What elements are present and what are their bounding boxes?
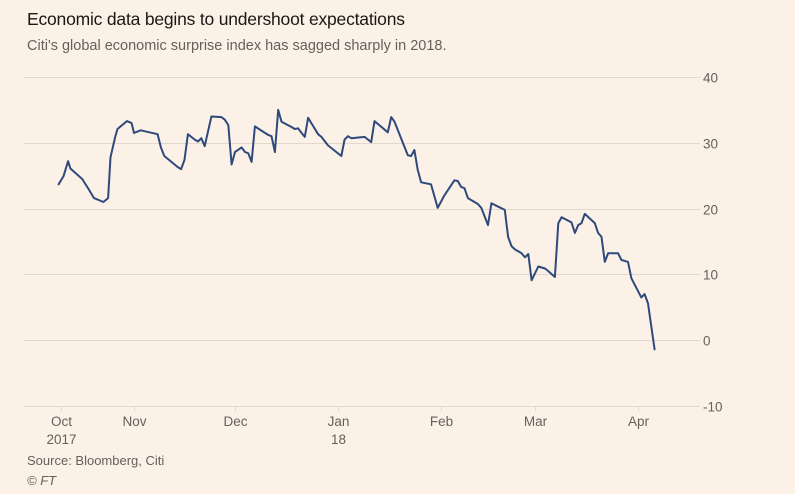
gridlines (24, 77, 700, 407)
x-tick-sublabel: 18 (331, 432, 346, 447)
copyright-note: © FT (27, 473, 57, 488)
y-axis: 40 30 20 10 0 -10 (703, 71, 723, 415)
x-tick-label: Mar (524, 414, 548, 429)
x-tick-label: Apr (628, 414, 650, 429)
y-tick-label: 0 (703, 334, 711, 349)
y-tick-label: 40 (703, 71, 718, 86)
y-tick-label: 30 (703, 137, 718, 152)
y-tick-label: -10 (703, 400, 723, 415)
y-tick-label: 20 (703, 203, 718, 218)
x-tick-sublabel: 2017 (46, 432, 76, 447)
x-tick-label: Jan (328, 414, 350, 429)
chart-subtitle: Citi's global economic surprise index ha… (27, 38, 447, 54)
source-note: Source: Bloomberg, Citi (27, 453, 165, 468)
x-tick-label: Feb (430, 414, 453, 429)
series-line (57, 108, 656, 351)
x-tick-label: Oct (51, 414, 72, 429)
y-tick-label: 10 (703, 268, 718, 283)
x-tick-label: Nov (122, 414, 146, 429)
x-tick-label: Dec (223, 414, 247, 429)
series-layer (57, 108, 656, 351)
chart-title: Economic data begins to undershoot expec… (27, 9, 405, 29)
x-axis: Oct 2017 Nov Dec Jan 18 Feb Mar Apr (46, 406, 650, 447)
